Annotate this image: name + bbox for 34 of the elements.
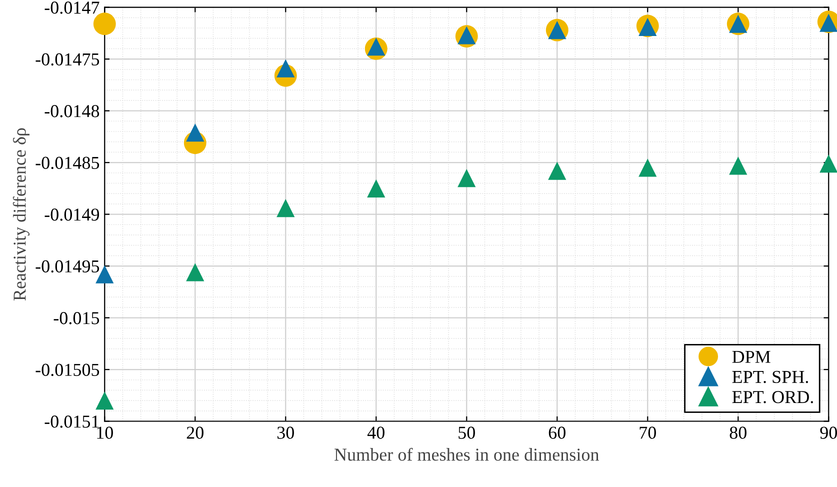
y-tick-label: -0.0147: [44, 2, 100, 14]
y-tick-label: -0.0151: [44, 416, 99, 428]
point: [186, 263, 204, 282]
x-axis-title: Number of meshes in one dimension: [334, 448, 599, 461]
x-tick-label: 80: [730, 426, 746, 439]
y-tick-label: -0.0149: [44, 208, 100, 221]
x-tick-label: 20: [186, 426, 204, 439]
y-tick-label: -0.01475: [36, 53, 100, 66]
x-tick-label: 70: [640, 426, 656, 439]
x-tick-label: 90: [820, 426, 837, 439]
point: [93, 12, 116, 36]
y-tick-label: -0.01495: [36, 260, 100, 273]
point: [548, 162, 566, 180]
y-tick-label: -0.0148: [44, 105, 100, 118]
point: [638, 158, 657, 177]
y-tick-label: -0.01485: [36, 156, 100, 170]
point: [96, 392, 114, 410]
x-tick-label: 30: [277, 426, 294, 439]
x-tick-label: 60: [548, 426, 566, 439]
point: [186, 123, 204, 142]
point: [367, 179, 386, 198]
x-tick-label: 50: [458, 426, 475, 439]
legend-label: DPM: [732, 350, 770, 363]
y-axis-title: Reactivity difference δρ: [12, 128, 30, 301]
point: [820, 154, 837, 173]
legend-label: EPT. SPH.: [732, 370, 808, 384]
legend-label: EPT. ORD.: [732, 391, 813, 404]
point: [276, 199, 295, 218]
y-tick-label: -0.015: [54, 312, 100, 324]
x-tick-label: 40: [367, 426, 384, 439]
point: [458, 169, 476, 188]
x-tick-label: 10: [97, 426, 113, 439]
y-tick-label: -0.01505: [36, 364, 100, 376]
point: [729, 156, 748, 175]
